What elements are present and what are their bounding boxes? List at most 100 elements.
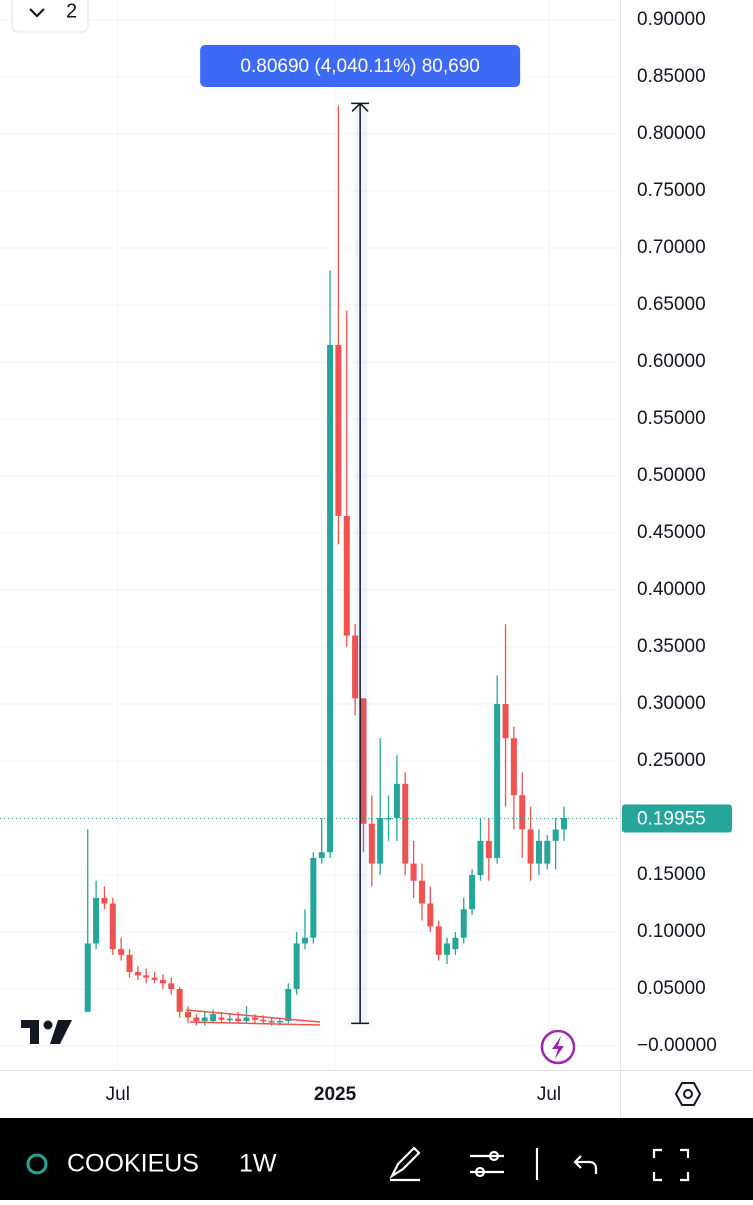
candle-body bbox=[301, 937, 308, 944]
y-tick-label: 0.70000 bbox=[637, 237, 706, 258]
candle-body bbox=[310, 857, 317, 938]
x-tick-label: 2025 bbox=[314, 1084, 357, 1105]
candle-body bbox=[276, 1020, 283, 1023]
y-tick-label: 0.45000 bbox=[637, 522, 706, 543]
last-price-label: 0.19955 bbox=[637, 809, 706, 830]
candle-body bbox=[335, 344, 342, 516]
toolbar-icons bbox=[389, 1146, 690, 1182]
y-tick-label: 0.15000 bbox=[637, 864, 706, 885]
y-tick-label: −0.00000 bbox=[637, 1035, 717, 1056]
candle-body bbox=[477, 840, 484, 876]
candle-body bbox=[285, 989, 292, 1021]
candle-body bbox=[510, 738, 517, 796]
candle-body bbox=[435, 926, 442, 955]
candle-body bbox=[101, 897, 108, 904]
candle-body bbox=[260, 1019, 267, 1022]
candle-body bbox=[327, 344, 334, 853]
candle-body bbox=[243, 1017, 250, 1021]
candle-body bbox=[318, 852, 325, 858]
candle-body bbox=[168, 983, 175, 990]
candle-body bbox=[134, 971, 141, 976]
candle-body bbox=[201, 1017, 208, 1021]
last-price-box bbox=[622, 804, 732, 833]
candle-body bbox=[143, 975, 150, 978]
candle-body bbox=[502, 704, 509, 739]
y-tick-label: 0.50000 bbox=[637, 465, 706, 486]
candle-body bbox=[418, 880, 425, 904]
candle-body bbox=[485, 840, 492, 858]
settings-icon[interactable] bbox=[674, 1082, 702, 1106]
y-tick-label: 0.40000 bbox=[637, 579, 706, 600]
candle-body bbox=[469, 875, 476, 910]
candle-body bbox=[360, 698, 367, 824]
y-tick-label: 0.85000 bbox=[637, 66, 706, 87]
measure-label: 0.80690 (4,040.11%) 80,690 bbox=[240, 56, 479, 77]
y-tick-label: 0.35000 bbox=[637, 636, 706, 657]
status-icon bbox=[26, 1153, 48, 1175]
symbol[interactable]: COOKIEUS bbox=[67, 1150, 199, 1178]
candle-body bbox=[159, 979, 166, 984]
measure-range bbox=[355, 103, 368, 1024]
candle-body bbox=[193, 1017, 200, 1021]
y-tick-label: 0.25000 bbox=[637, 750, 706, 771]
measure-label-box bbox=[200, 45, 521, 87]
candle-body bbox=[184, 1011, 192, 1018]
candle-body bbox=[210, 1014, 217, 1021]
interval[interactable]: 1W bbox=[239, 1150, 277, 1178]
candle-body bbox=[293, 943, 300, 990]
candle-body bbox=[368, 823, 375, 864]
y-tick-label: 0.60000 bbox=[637, 351, 706, 372]
y-tick-label: 0.05000 bbox=[637, 978, 706, 999]
y-tick-label: 0.90000 bbox=[637, 9, 706, 30]
candle-body bbox=[527, 829, 534, 864]
candle-body bbox=[561, 818, 568, 830]
measure-arrowhead bbox=[351, 102, 370, 1025]
y-tick-label: 0.10000 bbox=[637, 921, 706, 942]
candle-body bbox=[218, 1017, 225, 1020]
x-tick-label: Jul bbox=[106, 1084, 130, 1105]
candle-body bbox=[118, 949, 125, 955]
y-tick-label: 0.75000 bbox=[637, 180, 706, 201]
y-tick-label: 0.65000 bbox=[637, 294, 706, 315]
candle-body bbox=[535, 840, 542, 864]
candle-body bbox=[352, 635, 359, 699]
candle-body bbox=[452, 937, 459, 950]
x-tick-label: Jul bbox=[537, 1084, 561, 1105]
y-tick-label: 0.80000 bbox=[637, 123, 706, 144]
candle-body bbox=[268, 1020, 275, 1023]
candle-body bbox=[343, 515, 350, 636]
undo-icon[interactable] bbox=[573, 1155, 598, 1174]
candle-body bbox=[444, 943, 451, 955]
candle-body bbox=[93, 897, 100, 944]
candle-body bbox=[151, 977, 158, 980]
layout-count: 2 bbox=[66, 0, 77, 22]
candle-body bbox=[544, 840, 551, 864]
candle-body bbox=[402, 783, 409, 864]
chevron-icon bbox=[29, 8, 45, 18]
fullscreen-icon[interactable] bbox=[652, 1148, 690, 1182]
tv-logo bbox=[21, 1020, 72, 1044]
bottom-bar bbox=[0, 1118, 753, 1200]
candle-body bbox=[109, 903, 116, 950]
candle-body bbox=[126, 954, 133, 972]
candle-body bbox=[84, 943, 91, 1012]
candle-body bbox=[226, 1018, 233, 1021]
y-tick-label: 0.30000 bbox=[637, 693, 706, 714]
candle-body bbox=[251, 1017, 258, 1020]
candle-body bbox=[519, 795, 526, 830]
candle-body bbox=[427, 903, 434, 927]
lightning-icon[interactable] bbox=[540, 1029, 576, 1065]
candle-body bbox=[393, 783, 400, 819]
candle-body bbox=[552, 829, 559, 841]
candle-body bbox=[460, 909, 467, 938]
trend-lines bbox=[185, 1009, 321, 1026]
y-tick-label: 0.55000 bbox=[637, 408, 706, 429]
candle-body bbox=[176, 989, 183, 1012]
candle-body bbox=[494, 704, 501, 858]
candle-body bbox=[410, 863, 417, 881]
draw-icon[interactable] bbox=[389, 1146, 421, 1182]
layout-dropdown[interactable] bbox=[11, 0, 89, 33]
candle-body bbox=[235, 1018, 242, 1021]
